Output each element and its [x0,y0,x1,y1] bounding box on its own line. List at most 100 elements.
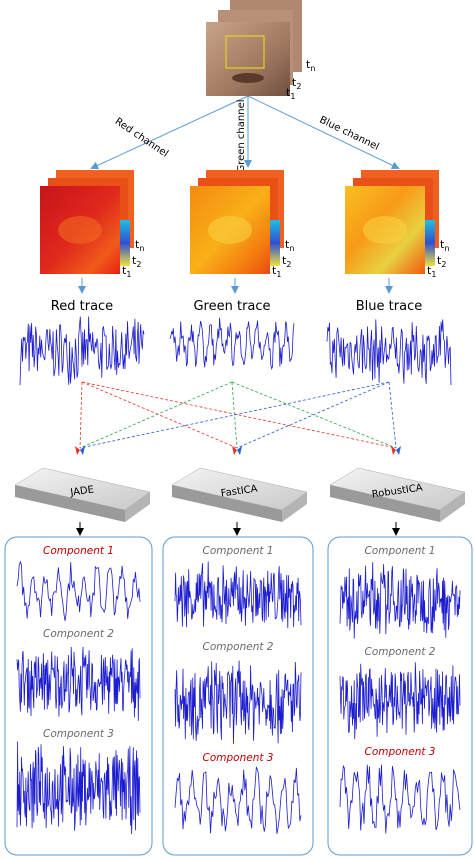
heatmap-blob [208,216,252,244]
channel-arrows [78,95,400,294]
frame-label-sub: 1 [126,270,131,279]
frame-label-sub: n [139,244,144,253]
frame-label-sub: 1 [276,270,281,279]
frame-label-sub: 1 [431,270,436,279]
frame-label-base: t [272,264,277,277]
frame-label: tn [440,238,449,253]
frame-label: t1 [272,264,281,279]
component-panel [327,536,473,856]
component-label: Component 2 [203,641,274,653]
face-frames [206,0,302,96]
heatmap-blob [58,216,102,244]
channel-label: Green channel [236,99,247,172]
frame-label: t1 [122,264,131,279]
mouth [232,73,264,83]
arrow [90,95,249,170]
component-label: Component 1 [203,545,274,557]
frame-label-base: t [292,76,297,89]
component-label: Component 2 [365,646,436,658]
frame-label: t2 [437,254,446,269]
signal [19,316,145,386]
frame-label-sub: 2 [286,260,291,269]
component-label: Component 2 [43,628,114,640]
component-label: Component 1 [43,545,114,557]
mixing-line [79,381,83,449]
signal [16,646,141,721]
mixing-line [81,381,238,449]
frame-label-base: t [282,254,287,267]
face-frame [206,22,290,96]
slab-side [172,485,282,522]
mixing-line [236,381,390,449]
signal [174,561,302,629]
mixing-line [81,381,397,449]
frame-label-base: t [122,264,127,277]
slab-side [15,485,125,522]
heatmap-edge [270,220,280,266]
frame-label-base: t [437,254,442,267]
component-panel [4,536,153,856]
mixing-line [231,381,238,449]
mixing-line [79,381,390,449]
frame-label: t2 [282,254,291,269]
mixer-icon [396,446,401,455]
frame-label-sub: 1 [290,92,295,101]
component-label: Component 1 [365,545,436,557]
slab-front [282,492,307,522]
slab-side [330,485,440,522]
mixer-icon [232,446,237,455]
frame-label-base: t [306,58,311,71]
mixing-line [231,381,397,449]
heatmap-edge [425,220,435,266]
signal [16,741,141,835]
frame-label: t1 [286,86,295,101]
frame-label-base: t [286,86,291,99]
signal [339,764,461,834]
mixer-icon [75,446,80,455]
frame-label-base: t [135,238,140,251]
component-label: Component 3 [203,752,274,764]
frame-label-sub: n [444,244,449,253]
frame-label-base: t [132,254,137,267]
signal [16,560,141,622]
signal [339,662,461,740]
roi-box [225,35,265,69]
frame-label: t2 [292,76,301,91]
algorithm-name: JADE [69,484,95,498]
signal [169,317,295,370]
frame-label-base: t [440,238,445,251]
component-panel [162,536,314,856]
heatmap-blob [363,216,407,244]
signal [326,319,452,386]
slab-front [125,492,150,522]
trace-label: Red trace [51,299,113,314]
signal [339,562,461,639]
frame-label-sub: n [289,244,294,253]
trace-label: Blue trace [356,299,422,314]
mixer-icon [80,446,85,455]
slab-top [14,467,151,511]
mixing-line [388,381,397,449]
channel-label: Red channel [113,116,170,160]
frame-label-sub: 2 [441,260,446,269]
slab-top [329,467,466,511]
mixer-icon [237,446,242,455]
frame-label-base: t [427,264,432,277]
signal [174,660,302,744]
mixing-line [79,381,233,449]
component-label: Component 3 [365,746,436,758]
frame-label: t1 [427,264,436,279]
frame-label: tn [285,238,294,253]
frame-label: t2 [132,254,141,269]
frame-label-sub: n [310,64,315,73]
signal [174,766,302,834]
algorithm-name: FastICA [220,483,258,499]
frame-label-sub: 2 [136,260,141,269]
mixer-icon [391,446,396,455]
slab-top [171,467,308,511]
slab-front [440,492,465,522]
arrow [247,95,400,170]
heatmap-edge [120,220,130,266]
frame-label-sub: 2 [296,82,301,91]
